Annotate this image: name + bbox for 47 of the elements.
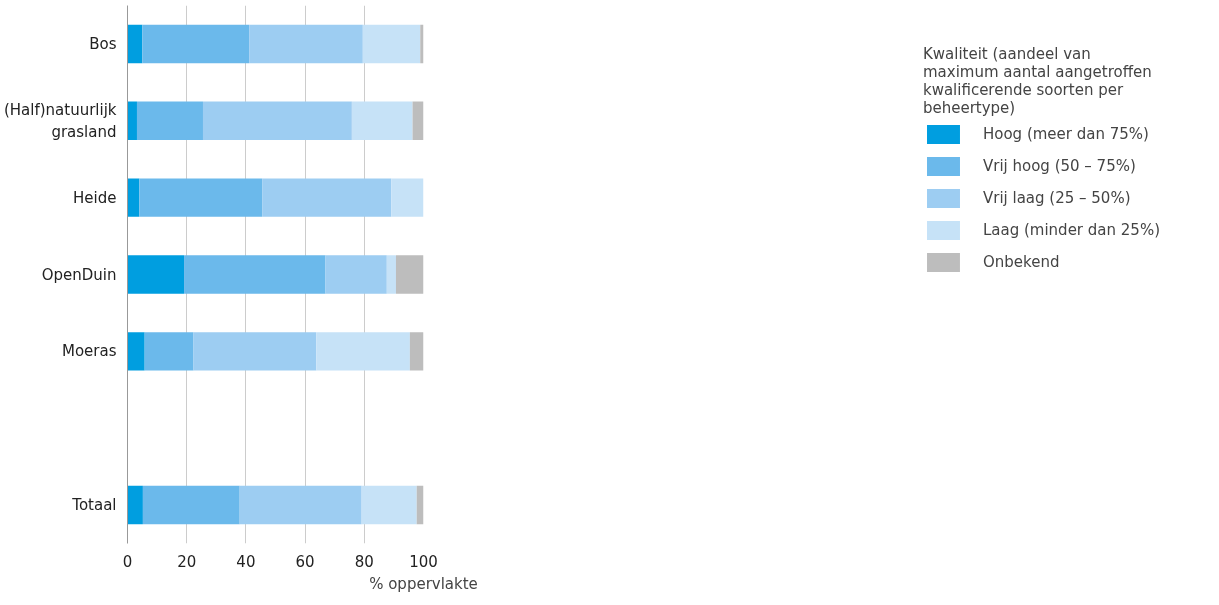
bar <box>136 101 203 140</box>
y-tick-label: OpenDuin <box>41 265 117 284</box>
y-tick-label: Heide <box>73 188 117 207</box>
bar <box>409 332 424 371</box>
y-tick-label: Totaal <box>71 496 117 515</box>
legend-label: Vrij laag (25 – 50%) <box>982 189 1131 207</box>
y-tick-label: Moeras <box>61 342 117 361</box>
x-tick-label: 60 <box>295 552 315 571</box>
x-axis-title: % oppervlakte <box>369 574 478 593</box>
bar <box>142 24 250 64</box>
bar <box>386 255 396 294</box>
bar <box>127 101 137 140</box>
bar <box>127 24 143 64</box>
bar <box>127 178 140 217</box>
bar <box>395 255 424 294</box>
bar <box>316 332 410 371</box>
x-tick-label: 0 <box>122 552 133 571</box>
bar <box>351 101 413 140</box>
bar <box>249 24 363 64</box>
legend-title: Kwaliteit (aandeel van maximum aantal aangetroffen kwalificerende soorten per beheertype) <box>922 45 1153 117</box>
bar <box>262 178 392 217</box>
bar <box>412 101 424 140</box>
bar <box>202 101 352 140</box>
y-tick-label: (Half)natuurlijk grasland <box>3 100 117 141</box>
x-tick-label: 80 <box>354 552 374 571</box>
bar <box>127 332 145 371</box>
x-tick-label: 20 <box>177 552 197 571</box>
legend-label: Hoog (meer dan 75%) <box>982 125 1149 143</box>
bar <box>361 485 417 525</box>
bar <box>420 24 424 64</box>
y-tick-label: Bos <box>89 34 117 53</box>
legend-label: Vrij hoog (50 – 75%) <box>982 157 1136 175</box>
bar <box>325 255 387 294</box>
bar <box>127 255 185 294</box>
bar <box>139 178 263 217</box>
bar <box>184 255 326 294</box>
bar <box>144 332 194 371</box>
bar <box>391 178 424 217</box>
x-tick-label: 40 <box>236 552 256 571</box>
bar <box>362 24 421 64</box>
bar <box>127 485 143 525</box>
bar <box>239 485 362 525</box>
bar <box>193 332 317 371</box>
x-tick-label: 100 <box>409 552 438 571</box>
bar <box>142 485 240 525</box>
legend-label: Laag (minder dan 25%) <box>982 221 1160 239</box>
legend-label: Onbekend <box>982 253 1060 271</box>
